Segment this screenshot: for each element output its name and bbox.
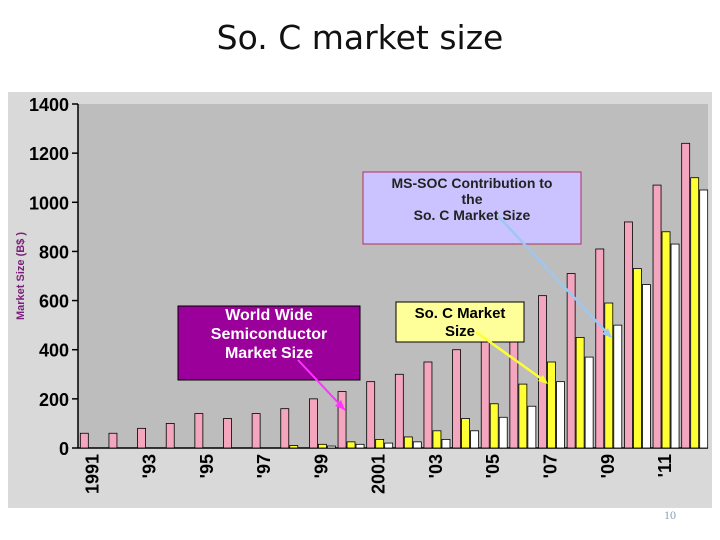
bar-semi-2003 bbox=[423, 361, 433, 449]
bar-mssoc-2010 bbox=[642, 284, 651, 449]
bar-soc-2009 bbox=[604, 302, 614, 449]
arrow-head-world-wide bbox=[335, 400, 345, 410]
bar-soc-2007 bbox=[547, 361, 556, 449]
bar-soc-2005 bbox=[489, 403, 499, 449]
bar-soc-2001 bbox=[375, 438, 385, 449]
page-number: 10 bbox=[664, 508, 676, 522]
bar-chart: 0 200 400 600 800 1000 1200 1400 Market Size (B$… bbox=[15, 95, 709, 494]
x-tick-label: '09 bbox=[598, 454, 618, 478]
bar-semi-2012 bbox=[681, 142, 691, 449]
annotation-world-wide: World Wide Semiconductor Market Size bbox=[211, 307, 327, 362]
bar-soc-1998 bbox=[289, 445, 299, 449]
arrow-mssoc bbox=[497, 215, 611, 337]
bar-semi-1992 bbox=[108, 432, 118, 449]
bar-semi-2000 bbox=[337, 391, 347, 449]
y-tick-label: 1200 bbox=[29, 144, 69, 164]
bar-semi-2007 bbox=[538, 295, 547, 449]
y-tick-label: 0 bbox=[59, 439, 69, 459]
bar-mssoc-2009 bbox=[613, 324, 623, 449]
bar-mssoc-2002 bbox=[412, 441, 422, 449]
bar-mssoc-2006 bbox=[527, 405, 537, 449]
bar-semi-2001 bbox=[366, 381, 376, 449]
bar-semi-1996 bbox=[223, 418, 232, 449]
bar-semi-2009 bbox=[595, 248, 605, 449]
slide-title: So. C market size bbox=[216, 18, 504, 57]
bar-soc-2012 bbox=[690, 177, 700, 449]
bar-soc-2000 bbox=[346, 441, 356, 449]
arrow-head-soc bbox=[538, 375, 548, 384]
bar-soc-2002 bbox=[403, 436, 413, 449]
bar-soc-1999 bbox=[318, 443, 327, 449]
bar-semi-2002 bbox=[394, 373, 404, 449]
y-tick-label: 600 bbox=[39, 292, 69, 312]
y-tick-label: 200 bbox=[39, 390, 69, 410]
bar-semi-1998 bbox=[280, 408, 290, 449]
bar-semi-1995 bbox=[194, 413, 204, 449]
arrow-world-wide bbox=[297, 359, 346, 411]
annotation-box-soc bbox=[395, 301, 525, 343]
y-tick-label: 1000 bbox=[29, 193, 69, 213]
annotation-box-mssoc bbox=[362, 171, 582, 245]
chart-panel: 0 200 400 600 800 1000 1200 1400 Market Size (B$… bbox=[8, 92, 712, 508]
bar-semi-2008 bbox=[566, 273, 576, 449]
x-tick-label: 1991 bbox=[82, 454, 102, 494]
bar-soc-2006 bbox=[518, 383, 528, 449]
bar-mssoc-2001 bbox=[384, 442, 394, 449]
y-tick-label: 800 bbox=[39, 242, 69, 262]
bar-mssoc-2012 bbox=[699, 189, 709, 449]
bar-soc-2004 bbox=[461, 418, 470, 449]
bar-mssoc-2004 bbox=[470, 430, 479, 449]
x-tick-label: '93 bbox=[140, 454, 160, 478]
bar-semi-2005 bbox=[480, 329, 490, 449]
y-tick-label: 1400 bbox=[29, 95, 69, 115]
bar-mssoc-1999 bbox=[327, 445, 336, 449]
x-tick-label: '05 bbox=[483, 454, 503, 478]
x-tick-label: 2001 bbox=[369, 454, 389, 494]
bar-semi-1997 bbox=[251, 413, 261, 449]
y-tick-label: 400 bbox=[39, 341, 69, 361]
y-axis-title: Market Size (B$ ) bbox=[15, 232, 27, 320]
annotation-box-world-wide bbox=[177, 305, 361, 381]
arrow-head-mssoc bbox=[602, 328, 612, 338]
bar-semi-2004 bbox=[452, 349, 461, 449]
bar-soc-2010 bbox=[633, 268, 642, 449]
bar-semi-1994 bbox=[165, 423, 175, 449]
bar-semi-1999 bbox=[309, 398, 318, 449]
x-tick-label: '95 bbox=[197, 454, 217, 478]
arrow-soc bbox=[475, 330, 547, 384]
x-tick-label: '99 bbox=[311, 454, 331, 478]
bar-semi-2011 bbox=[652, 184, 662, 449]
bar-mssoc-2011 bbox=[670, 243, 680, 449]
annotation-soc: So. C Market Size bbox=[415, 305, 506, 340]
bar-semi-1991 bbox=[79, 432, 89, 449]
bar-mssoc-2000 bbox=[355, 443, 365, 449]
bar-mssoc-2003 bbox=[441, 438, 451, 449]
x-tick-label: '07 bbox=[541, 454, 561, 478]
x-tick-label: '03 bbox=[426, 454, 446, 478]
bar-soc-2008 bbox=[575, 337, 585, 449]
bar-mssoc-2005 bbox=[498, 416, 508, 449]
bar-semi-2010 bbox=[624, 221, 633, 449]
bar-semi-1993 bbox=[137, 427, 146, 449]
bar-mssoc-2008 bbox=[584, 356, 594, 449]
x-tick-label: '97 bbox=[254, 454, 274, 478]
x-tick-label: '11 bbox=[655, 454, 675, 477]
bar-mssoc-2007 bbox=[556, 381, 565, 449]
bar-soc-2011 bbox=[661, 231, 671, 449]
bar-soc-2003 bbox=[432, 430, 442, 449]
